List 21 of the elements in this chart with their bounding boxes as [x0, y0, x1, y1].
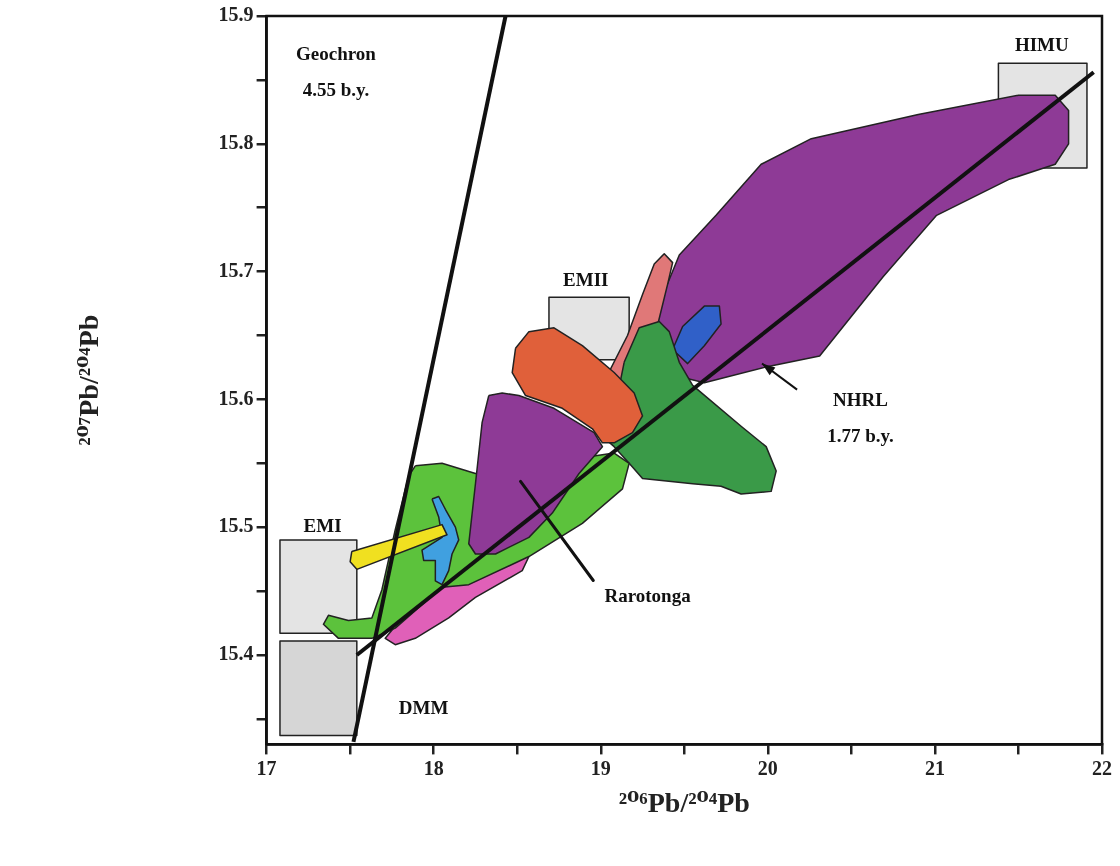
- x-axis-title: ²⁰⁶Pb/²⁰⁴Pb: [618, 787, 750, 819]
- annotation: Geochron 4.55 b.y.: [296, 42, 377, 100]
- y-tick-label: 15.5: [218, 514, 254, 537]
- y-axis-title: ²⁰⁷Pb/²⁰⁴Pb: [73, 314, 105, 446]
- x-tick-label: 22: [1092, 756, 1112, 779]
- y-tick-label: 15.8: [218, 130, 254, 153]
- annotation: EMII: [563, 269, 609, 291]
- annotation: DMM: [398, 696, 449, 718]
- x-tick-label: 18: [423, 756, 444, 779]
- y-tick-label: 15.9: [218, 3, 254, 26]
- annotation: HIMU: [1014, 34, 1070, 56]
- annotation: Rarotonga: [604, 585, 692, 607]
- x-tick-label: 21: [924, 756, 945, 779]
- x-tick-label: 19: [590, 756, 611, 779]
- x-tick-label: 20: [757, 756, 778, 779]
- annotation: NHRL 1.77 b.y.: [827, 389, 894, 447]
- y-tick-label: 15.7: [218, 258, 254, 281]
- y-tick-label: 15.4: [218, 642, 254, 665]
- x-tick-label: 17: [256, 756, 277, 779]
- annotation: EMI: [303, 514, 342, 536]
- y-tick-label: 15.6: [218, 386, 254, 409]
